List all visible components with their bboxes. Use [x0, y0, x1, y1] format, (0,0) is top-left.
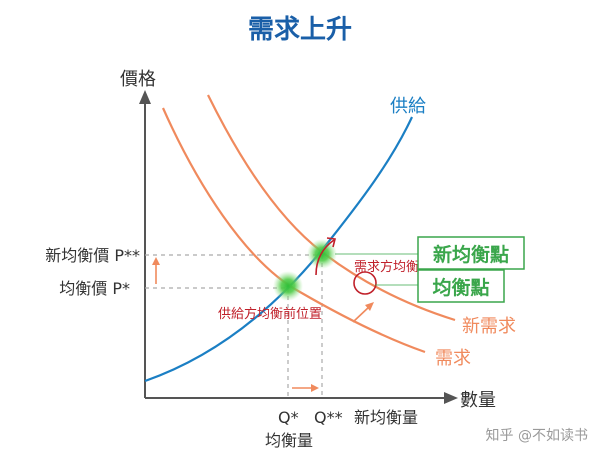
new-equilibrium-label: 新均衡點	[433, 243, 509, 266]
equilibrium-box: 均衡點	[375, 269, 505, 303]
demand-before-circle-icon	[353, 271, 377, 295]
demand-label: 需求	[435, 348, 471, 369]
diagram-title: 需求上升	[248, 15, 352, 45]
supply-curve	[144, 116, 413, 383]
old-price-label: 均衡價 P*	[59, 279, 130, 298]
q-star-label: Q*	[278, 408, 299, 427]
demand-shift-arrow-icon	[352, 302, 374, 323]
new-equilibrium-point	[307, 239, 337, 269]
old-equilibrium-point	[273, 271, 303, 301]
x-axis-arrow-icon	[444, 392, 458, 404]
quantity-shift-arrow-icon	[292, 384, 319, 392]
watermark: 知乎 @不如读书	[486, 427, 588, 444]
equilibrium-move-arrow-icon	[315, 237, 336, 276]
equilibrium-label: 均衡點	[432, 276, 489, 299]
y-axis-arrow-icon	[139, 90, 151, 104]
supply-before-annotation: 供給方均衡前位置	[218, 306, 322, 322]
x-axis-label: 數量	[460, 390, 496, 411]
old-quantity-label: 均衡量	[265, 431, 313, 450]
guide-lines	[145, 254, 323, 398]
y-axis-label: 價格	[120, 69, 156, 90]
new-demand-label: 新需求	[462, 316, 516, 337]
q-double-star-label: Q**	[314, 408, 343, 427]
new-quantity-label: 新均衡量	[354, 408, 418, 427]
axes	[139, 90, 458, 404]
supply-label: 供給	[390, 96, 426, 117]
price-shift-arrow-icon	[152, 257, 160, 284]
new-price-label: 新均衡價 P**	[45, 246, 140, 265]
new-equilibrium-box: 新均衡點	[335, 236, 525, 270]
